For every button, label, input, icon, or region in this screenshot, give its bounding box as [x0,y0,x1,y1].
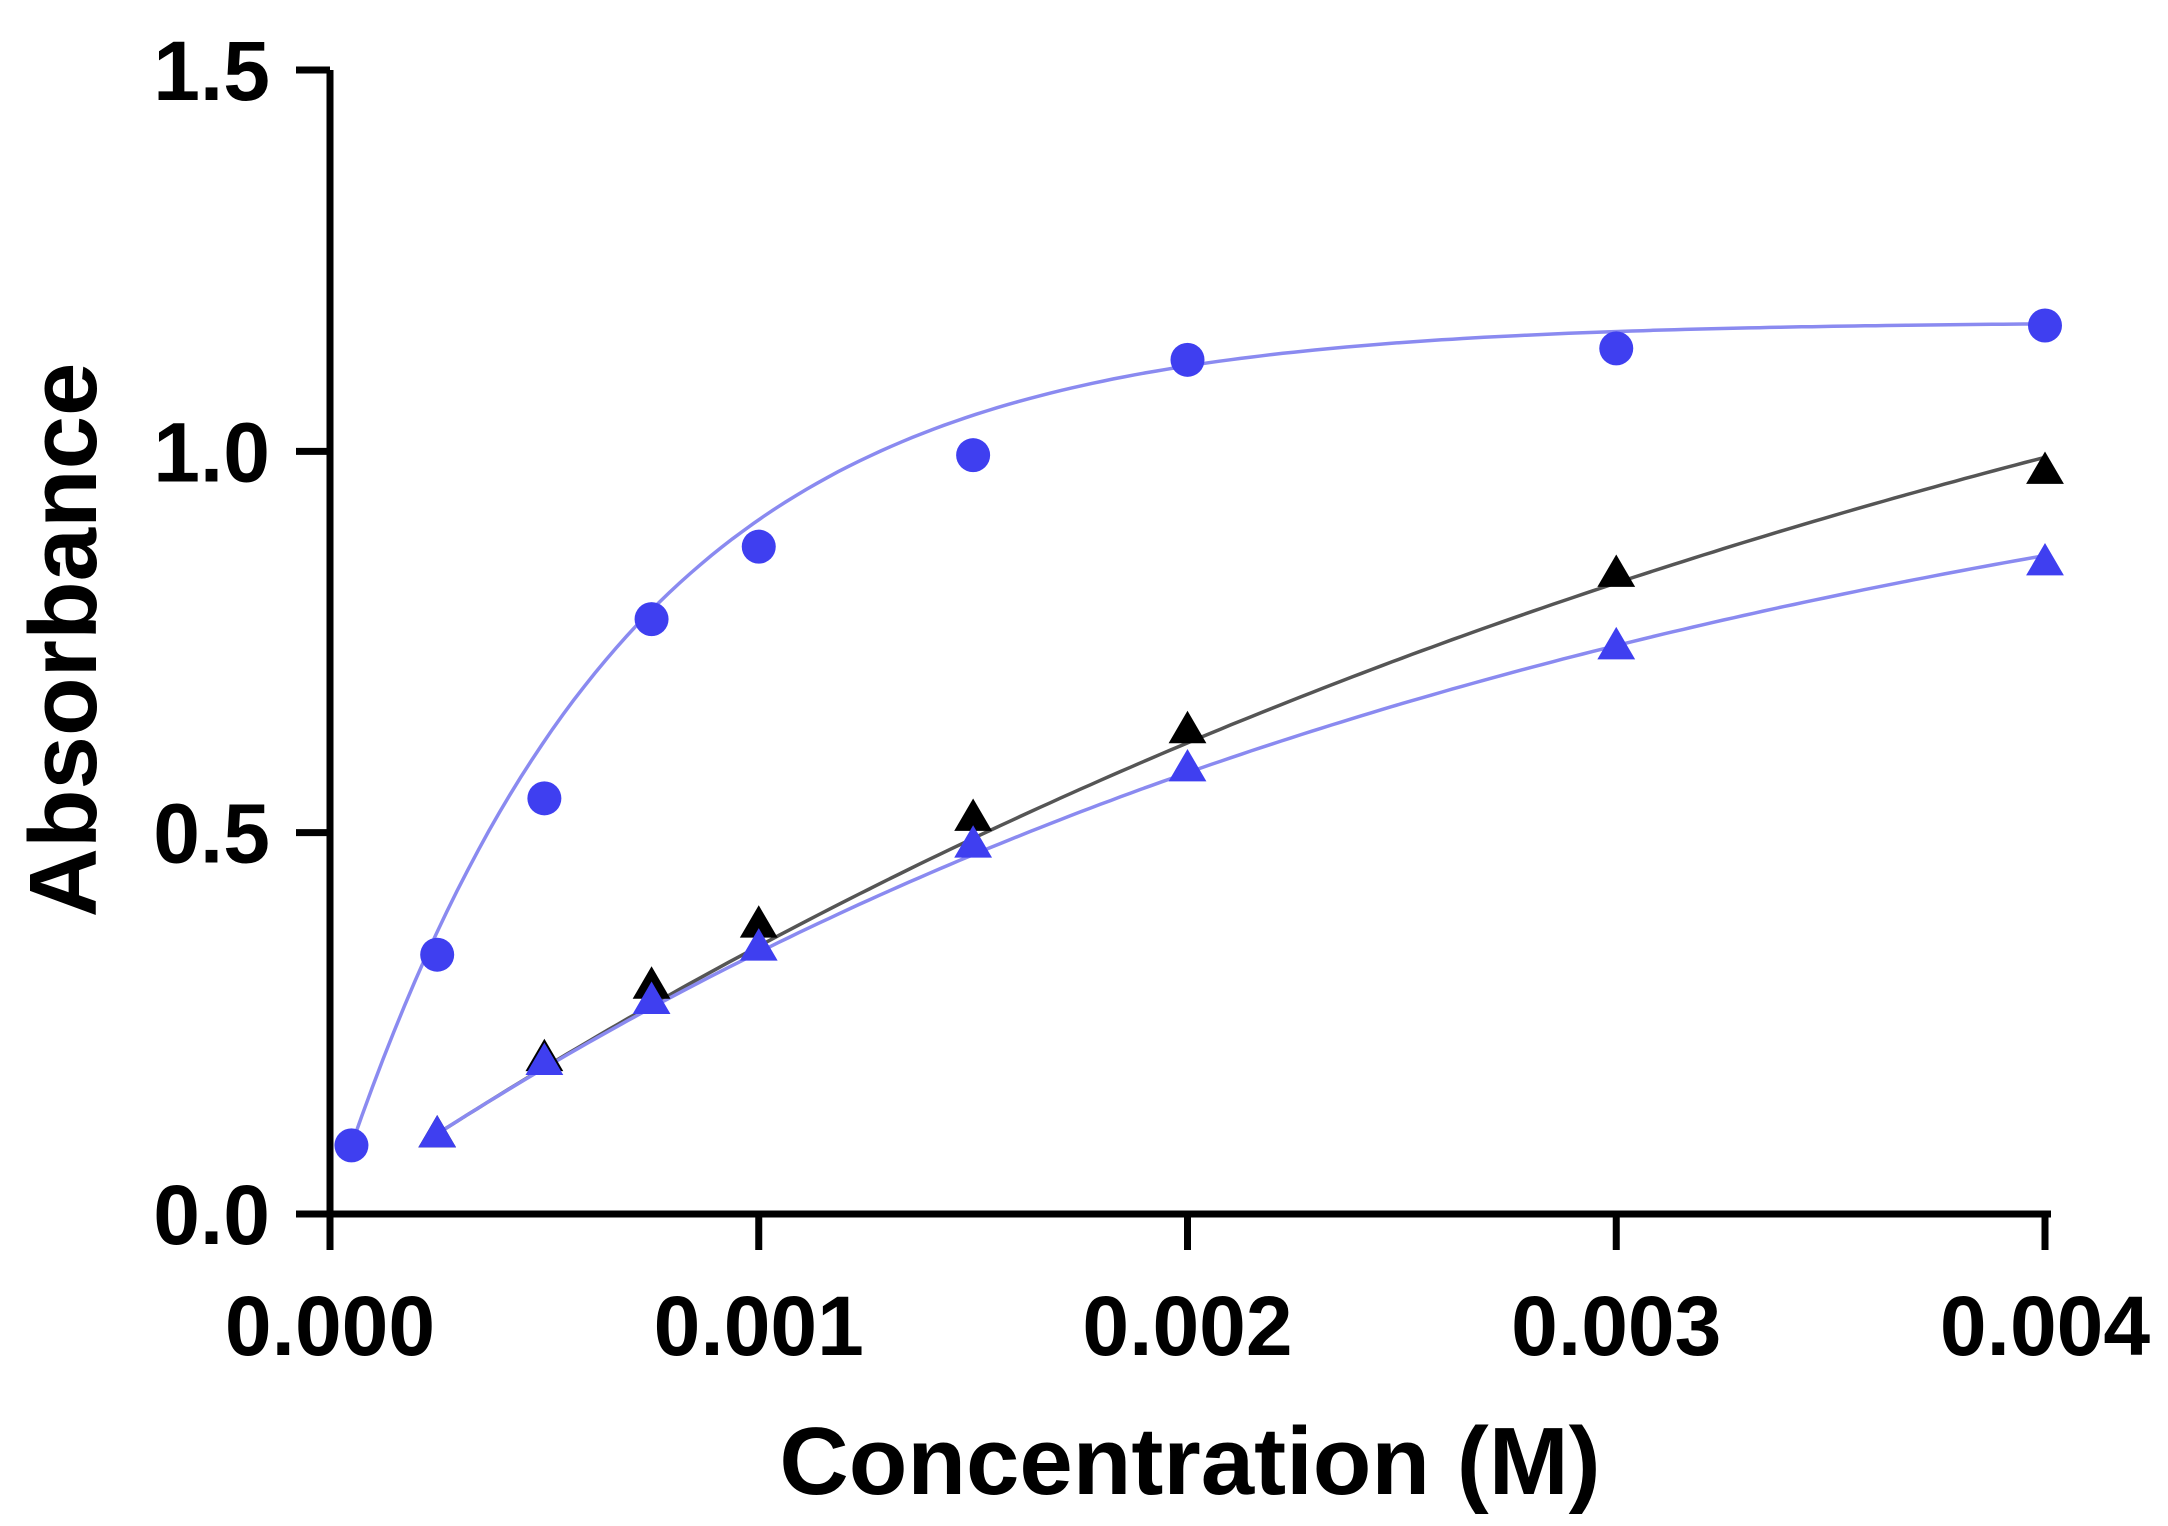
data-point-triangle [954,825,993,858]
data-point-circle [420,937,455,972]
y-tick-label: 1.5 [153,24,270,118]
x-tick-label: 0.004 [1940,1279,2150,1373]
fit-curve-2 [436,455,2046,1136]
data-point-triangle [525,1042,564,1075]
y-axis-title: Absorbance [10,363,117,918]
data-point-triangle [739,905,778,938]
data-point-circle [741,529,776,564]
data-point-triangle [632,981,671,1014]
y-tick-label: 0.5 [153,787,270,881]
data-point-triangle [1168,710,1207,744]
data-point-circle [1599,331,1634,366]
data-point-circle [334,1128,369,1163]
data-point-triangle [1168,748,1207,782]
data-point-triangle [418,1115,457,1148]
y-tick-label: 1.0 [153,405,270,499]
x-tick-label: 0.001 [654,1279,864,1373]
y-ticks: 0.0 0.5 1.0 1.5 [153,24,330,1262]
x-axis-title: Concentration (M) [779,1408,1600,1515]
data-point-triangle [954,798,993,831]
data-point-triangle [2026,451,2064,484]
data-point-circle [956,438,991,473]
x-tick-label: 0.002 [1082,1279,1292,1373]
data-point-triangle [1597,626,1636,660]
x-ticks: 0.000 0.001 0.002 0.003 0.004 [225,1214,2150,1373]
fit-curve-3 [436,553,2046,1136]
y-tick-label: 0.0 [153,1168,270,1262]
data-point-circle [527,781,562,816]
data-point-circle [634,602,669,637]
data-markers [334,308,2064,1163]
data-point-triangle [1597,554,1636,587]
data-point-triangle [2026,543,2064,576]
x-tick-label: 0.000 [225,1279,435,1373]
data-point-circle [1170,342,1205,377]
data-point-triangle [739,928,778,961]
x-tick-label: 0.003 [1511,1279,1721,1373]
data-point-circle [2028,308,2062,343]
